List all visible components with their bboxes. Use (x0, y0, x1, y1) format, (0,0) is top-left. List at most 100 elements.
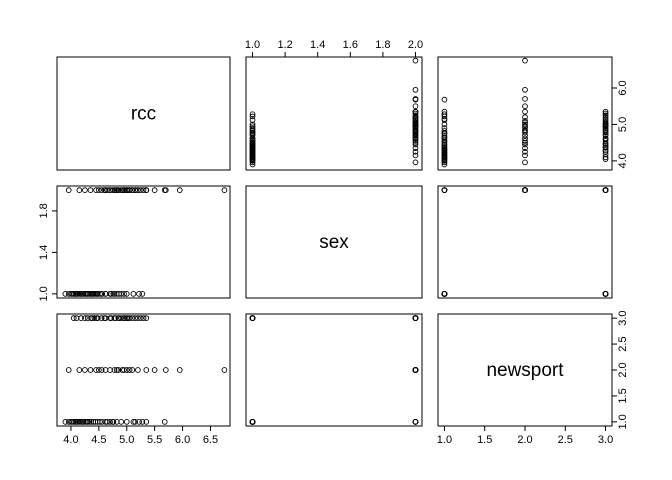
data-point (412, 137, 419, 144)
data-point (115, 187, 122, 194)
data-point (412, 367, 419, 373)
tick-label: 5.5 (147, 434, 162, 446)
data-point (249, 419, 256, 425)
tick-label: 3.0 (617, 310, 629, 325)
data-point (522, 187, 528, 194)
scatter-newsport-vs-rcc (62, 315, 228, 425)
data-point (249, 123, 256, 130)
data-point (126, 367, 133, 373)
data-point (118, 419, 125, 425)
tick-label: 2.0 (617, 362, 629, 377)
data-point (602, 112, 609, 119)
data-point (412, 132, 419, 139)
tick-label: 5.0 (617, 117, 629, 132)
data-point (602, 137, 609, 144)
data-point (522, 117, 528, 124)
data-point (140, 187, 147, 194)
data-point (139, 419, 146, 425)
data-point (123, 419, 130, 425)
data-point (602, 110, 609, 117)
data-point (249, 154, 256, 161)
data-point (104, 187, 111, 194)
data-point (412, 145, 419, 151)
matrix-panels: rcc sex newsport (56, 56, 613, 427)
data-point (441, 125, 448, 131)
data-point (522, 139, 528, 146)
data-point (441, 134, 448, 141)
data-point (412, 139, 419, 146)
data-point (70, 315, 77, 322)
data-point (249, 141, 256, 147)
tick-label: 4.0 (63, 434, 78, 446)
data-point (76, 187, 83, 194)
data-point (62, 419, 69, 425)
data-point (82, 187, 88, 194)
data-point (412, 127, 419, 133)
tick-label: 2.5 (617, 336, 629, 351)
tick-label: 6.0 (175, 434, 190, 446)
data-point (125, 187, 131, 194)
data-point (76, 291, 83, 297)
data-point (101, 315, 108, 322)
data-point (107, 187, 113, 194)
data-point (522, 159, 528, 166)
panel-sex-newsport (437, 185, 613, 299)
data-point (87, 367, 94, 373)
data-point (522, 121, 528, 128)
data-point (109, 419, 116, 425)
data-point (62, 291, 69, 297)
data-point (112, 315, 119, 322)
data-point (522, 86, 528, 93)
data-point (78, 291, 84, 297)
data-point (132, 315, 138, 322)
data-point (98, 367, 105, 373)
scatter-newsport-vs-sex (249, 315, 419, 425)
data-point (522, 57, 528, 64)
data-point (132, 187, 138, 194)
data-point (118, 315, 125, 322)
data-point (130, 419, 137, 425)
data-point (140, 315, 147, 322)
tick-label: 2.5 (558, 434, 573, 446)
tick-label: 1.8 (375, 39, 390, 51)
panel-sex-rcc (56, 185, 231, 299)
data-point (82, 315, 88, 322)
data-point (221, 187, 228, 194)
data-point (136, 419, 142, 425)
axis-top-sex: 1.0 1.2 1.4 1.6 1.8 2.0 (245, 39, 423, 58)
data-point (412, 148, 419, 155)
data-point (249, 137, 256, 144)
data-point (412, 108, 419, 115)
data-point (441, 130, 448, 137)
data-point (522, 145, 528, 151)
data-point (522, 141, 528, 148)
data-point (602, 128, 609, 135)
data-point (412, 114, 419, 121)
data-point (441, 187, 448, 194)
data-point (441, 108, 448, 115)
data-point (441, 291, 448, 297)
data-point (162, 367, 169, 373)
tick-label: 1.5 (477, 434, 492, 446)
scatter-sex-vs-rcc (62, 187, 228, 297)
data-point (104, 419, 111, 425)
data-point (84, 419, 91, 425)
data-point (118, 291, 125, 297)
data-point (249, 129, 256, 136)
data-point (602, 187, 609, 194)
tick-label: 1.6 (343, 39, 358, 51)
data-point (522, 148, 528, 155)
data-point (522, 152, 528, 159)
data-point (139, 291, 146, 297)
data-point (112, 187, 119, 194)
data-point (602, 114, 609, 121)
data-point (111, 367, 118, 373)
data-point (93, 367, 99, 373)
data-point (107, 315, 113, 322)
data-point (143, 419, 150, 425)
data-point (113, 367, 120, 373)
axis-left-sex: 1.0 1.4 1.8 (38, 203, 58, 302)
data-point (602, 127, 609, 133)
data-point (137, 315, 144, 322)
data-point (151, 187, 158, 194)
